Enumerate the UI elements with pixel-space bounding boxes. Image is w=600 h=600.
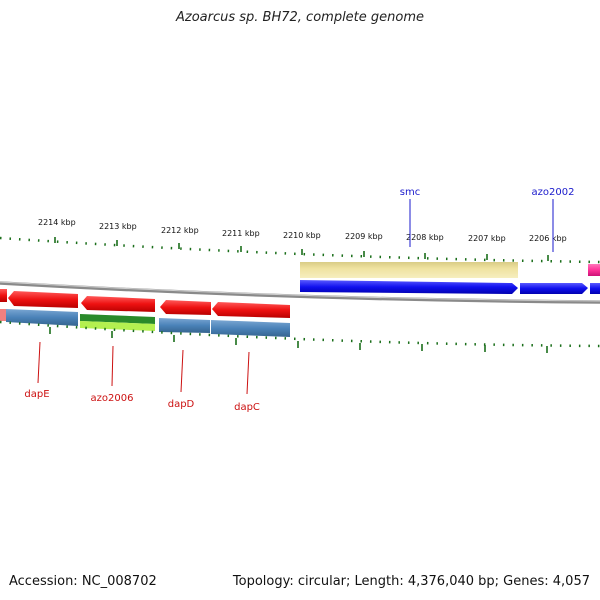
cog-block-pink[interactable] [588,264,600,276]
gene-azo2006[interactable] [81,296,155,312]
reverse-cog-track [0,309,290,337]
gene-label-azo2006[interactable]: azo2006 [91,393,134,404]
scale-label: 2207 kbp [468,234,506,243]
leader-dapE [37,341,41,384]
label-leaders [37,199,554,395]
scale-label: 2208 kbp [406,233,444,242]
cog-block-partial[interactable] [0,309,6,321]
leader-azo2006 [111,345,114,387]
gene-azo2002[interactable] [520,283,588,294]
scale-label: 2214 kbp [38,218,76,227]
accession-text: Accession: NC_008702 [9,574,157,589]
genome-summary-text: Topology: circular; Length: 4,376,040 bp… [232,574,590,589]
forward-cog-track [300,262,600,278]
gene-label-dapE[interactable]: dapE [24,389,49,400]
leader-dapD [180,349,184,393]
lower-tick-track [0,320,600,353]
scale-label: 2213 kbp [99,222,137,231]
forward-gene-track [300,280,600,294]
scale-labels: 2214 kbp 2213 kbp 2212 kbp 2211 kbp 2210… [38,218,567,243]
gene-label-azo2002[interactable]: azo2002 [532,187,575,198]
leader-dapC [246,351,250,395]
map-title: Azoarcus sp. BH72, complete genome [175,10,425,25]
scale-label: 2206 kbp [529,234,567,243]
scale-label: 2211 kbp [222,229,260,238]
cog-block-dapC[interactable] [211,320,290,337]
gene-label-smc[interactable]: smc [400,187,420,198]
gene-dapC[interactable] [212,302,290,318]
cog-block-dapE[interactable] [6,309,78,326]
upper-tick-track [0,236,600,264]
cog-block-azo2006-green[interactable] [80,314,155,324]
cog-block-azo2006-yellowgreen[interactable] [80,321,155,331]
scale-label: 2210 kbp [283,231,321,240]
gene-labels: smc azo2002 dapE azo2006 dapD dapC [24,187,574,413]
gene-dapE[interactable] [8,291,78,308]
gene-partial-right[interactable] [590,283,600,294]
gene-partial-left[interactable] [0,289,7,302]
reverse-gene-track [0,289,290,318]
genome-backbone [0,281,600,304]
gene-label-dapC[interactable]: dapC [234,402,260,413]
cog-block-smc[interactable] [300,262,518,278]
scale-label: 2209 kbp [345,232,383,241]
scale-label: 2212 kbp [161,226,199,235]
gene-smc[interactable] [300,280,518,294]
gene-label-dapD[interactable]: dapD [168,399,195,410]
cog-block-dapD[interactable] [159,318,210,333]
gene-dapD[interactable] [160,300,211,315]
